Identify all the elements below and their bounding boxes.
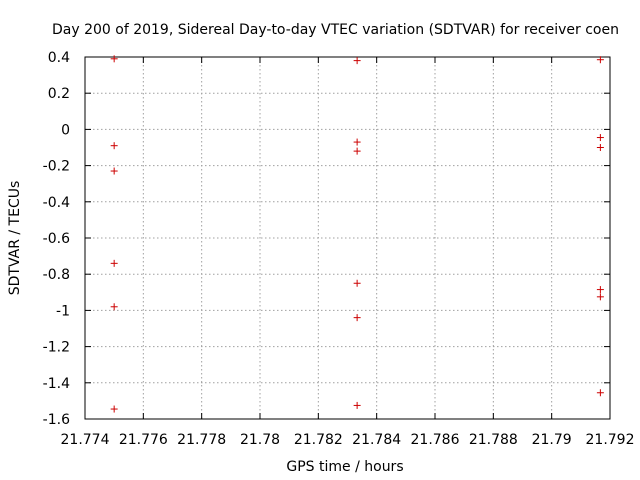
data-point [110, 142, 118, 150]
grid [85, 57, 610, 419]
data-point [353, 279, 361, 287]
y-tick-label: -1.4 [43, 376, 70, 392]
x-tick-label: 21.778 [177, 432, 226, 448]
x-tick-label: 21.786 [411, 432, 460, 448]
x-tick-labels: 21.774 21.776 21.778 21.78 21.782 21.784 21.78… [61, 432, 635, 448]
x-tick-label: 21.784 [352, 432, 401, 448]
data-point [110, 55, 118, 63]
data-point [596, 286, 604, 294]
x-tick-label: 21.79 [532, 432, 572, 448]
data-point [353, 401, 361, 409]
data-point [596, 389, 604, 397]
data-points [110, 55, 604, 413]
y-axis-label: SDTVAR / TECUs [7, 181, 23, 296]
x-tick-label: 21.774 [61, 432, 110, 448]
data-point [110, 259, 118, 267]
y-tick-label: -0.8 [43, 267, 70, 283]
data-point [353, 147, 361, 155]
data-point [596, 134, 604, 142]
y-tick-label: -0.4 [43, 195, 70, 211]
x-axis-label: GPS time / hours [286, 459, 403, 475]
x-tick-label: 21.78 [240, 432, 280, 448]
y-tick-label: -1.2 [43, 340, 70, 356]
x-tick-label: 21.788 [469, 432, 518, 448]
y-tick-label: 0.2 [48, 86, 70, 102]
plot-frame [84, 56, 611, 420]
y-tick-label: 0.4 [48, 50, 70, 66]
x-tick-label: 21.792 [586, 432, 635, 448]
data-point [110, 405, 118, 413]
data-point [596, 144, 604, 151]
y-tick-label: -0.2 [43, 159, 70, 175]
data-point [110, 167, 118, 175]
chart-title: Day 200 of 2019, Sidereal Day-to-day VTE… [52, 22, 619, 38]
y-tick-label: -0.6 [43, 231, 70, 247]
y-tick-label: -1.6 [43, 412, 70, 428]
data-point [596, 293, 604, 301]
x-tick-label: 21.776 [119, 432, 168, 448]
y-tick-labels: 0.4 0.2 0 -0.2 -0.4 -0.6 -0.8 -1 -1.2 -1.4 -1.6 [43, 50, 70, 428]
data-point [353, 138, 361, 146]
data-point [596, 56, 604, 64]
data-point [110, 303, 118, 311]
x-tick-label: 21.782 [294, 432, 343, 448]
data-point [353, 314, 361, 322]
y-tick-label: 0 [61, 122, 70, 138]
y-tick-label: -1 [56, 303, 70, 319]
data-point [353, 57, 361, 65]
axis-ticks [84, 56, 611, 420]
